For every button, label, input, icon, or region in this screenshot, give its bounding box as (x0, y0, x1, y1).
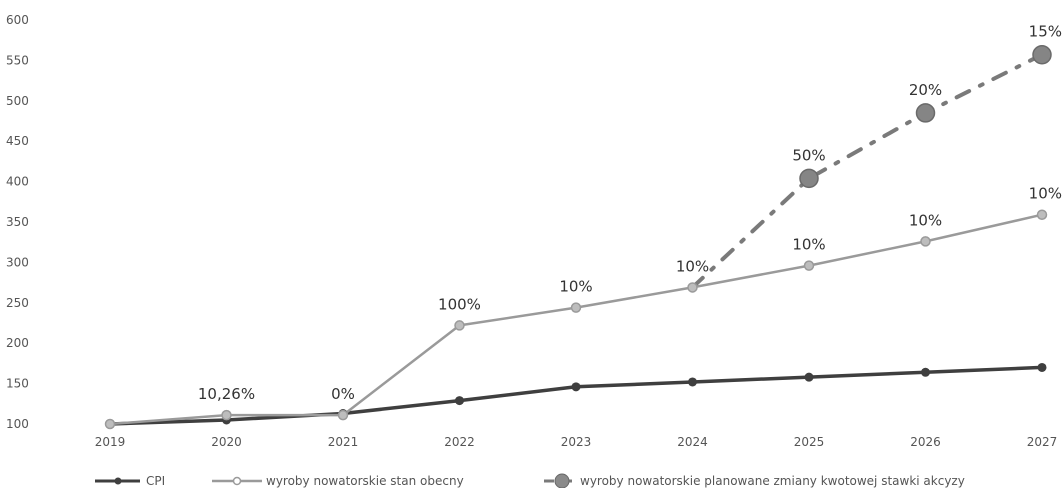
legend-item-planned: wyroby nowatorskie planowane zmiany kwot… (544, 473, 965, 488)
series-1-point (687, 282, 698, 293)
data-labels: 10,26% 0% 100% 10% 10% 10% 10% 10% 50% 20% 15% (198, 23, 1062, 403)
x-axis-ticks: 2019 2020 2021 2022 2023 2024 2025 2026 2027 (95, 435, 1058, 449)
data-label: 10% (676, 257, 709, 275)
series-1-point (803, 260, 815, 271)
series-0-point (804, 372, 814, 382)
series-lines (108, 52, 1044, 426)
series-0-point (921, 367, 930, 377)
legend-label-current: wyroby nowatorskie stan obecny (266, 474, 464, 488)
legend: CPI wyroby nowatorskie stan obecny wyrob… (95, 473, 965, 488)
data-label: 10,26% (198, 385, 255, 403)
series-1-point (570, 302, 582, 313)
x-tick-label: 2022 (444, 435, 475, 449)
y-axis-ticks: 100 150 200 250 300 350 400 450 500 550 600 (6, 13, 29, 431)
series-0-point (455, 396, 464, 406)
data-label: 10% (559, 278, 592, 296)
y-tick-label: 250 (6, 296, 29, 310)
x-tick-label: 2024 (677, 435, 708, 449)
y-tick-label: 550 (6, 53, 29, 67)
legend-item-cpi: CPI (95, 474, 165, 488)
series-1-point (920, 236, 931, 247)
y-tick-label: 400 (6, 175, 29, 189)
data-label: 20% (909, 81, 942, 99)
legend-label-cpi: CPI (146, 474, 165, 488)
data-label: 10% (909, 211, 942, 229)
x-tick-label: 2019 (95, 435, 126, 449)
series-1-point (337, 409, 349, 421)
series-2-point (799, 168, 819, 189)
y-tick-label: 500 (6, 94, 29, 108)
legend-marker-cpi (114, 477, 122, 485)
x-tick-label: 2026 (910, 435, 941, 449)
series-2-point (1032, 44, 1052, 65)
series-1-point (454, 320, 465, 331)
y-tick-label: 450 (6, 134, 29, 148)
series-line-2 (690, 52, 1044, 290)
x-tick-label: 2020 (211, 435, 242, 449)
legend-label-planned: wyroby nowatorskie planowane zmiany kwot… (580, 474, 965, 488)
legend-item-current: wyroby nowatorskie stan obecny (212, 474, 464, 488)
x-tick-label: 2021 (328, 435, 359, 449)
y-tick-label: 600 (6, 13, 29, 27)
series-1-point (1036, 209, 1048, 220)
y-tick-label: 100 (6, 417, 29, 431)
data-label: 100% (438, 295, 481, 313)
x-tick-label: 2023 (561, 435, 592, 449)
y-tick-label: 300 (6, 255, 29, 269)
series-0-point (688, 377, 697, 387)
series-0-point (1037, 362, 1047, 372)
series-2-point (915, 103, 936, 123)
x-tick-label: 2025 (794, 435, 825, 449)
series-points (104, 44, 1052, 430)
data-label: 10% (792, 236, 825, 254)
y-tick-label: 200 (6, 336, 29, 350)
legend-marker-planned (554, 473, 570, 488)
y-tick-label: 150 (6, 377, 29, 391)
series-1-point (104, 418, 116, 430)
data-label: 10% (1029, 185, 1062, 203)
x-tick-label: 2027 (1027, 435, 1058, 449)
series-0-point (571, 382, 581, 392)
legend-marker-current (232, 476, 242, 486)
data-label: 50% (792, 146, 825, 164)
series-1-point (221, 409, 232, 421)
data-label: 15% (1029, 23, 1062, 41)
y-tick-label: 350 (6, 215, 29, 229)
data-label: 0% (331, 385, 355, 403)
